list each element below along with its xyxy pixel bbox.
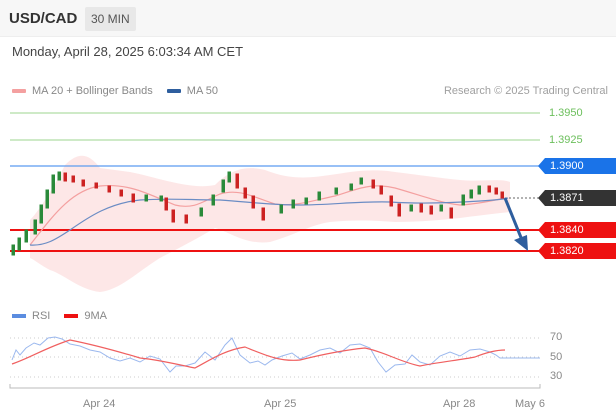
x-label-apr24: Apr 24 (83, 398, 116, 410)
x-label-apr28: Apr 28 (443, 398, 476, 410)
price-label-resistance-2: 1.3925 (549, 134, 583, 146)
price-label-resistance-1: 1.3950 (549, 107, 583, 119)
price-legend: MA 20 + Bollinger Bands MA 50 (12, 85, 232, 97)
legend-label: 9MA (84, 310, 107, 322)
legend-item-rsi: RSI (12, 310, 50, 322)
rsi-tick-30: 30 (550, 370, 563, 382)
legend-label: MA 20 + Bollinger Bands (32, 85, 153, 97)
rsi-legend: RSI 9MA (12, 310, 121, 322)
rsi-tick-50: 50 (550, 351, 563, 363)
candlesticks (11, 171, 504, 256)
legend-label: RSI (32, 310, 51, 322)
price-label-target-1: 1.3840 (538, 222, 616, 238)
copyright: Research © 2025 Trading Central (443, 85, 608, 97)
x-label-may6: May 6 (515, 398, 545, 410)
x-axis (9, 384, 541, 389)
price-label-pivot: 1.3900 (538, 158, 616, 174)
timeframe-badge[interactable]: 30 MIN (85, 7, 136, 31)
chart-header: USD/CAD 30 MIN (0, 0, 616, 37)
price-label-last: 1.3871 (538, 190, 616, 206)
rsi-swatch-icon (12, 314, 26, 318)
x-label-apr25: Apr 25 (264, 398, 297, 410)
bearish-arrow-icon (503, 197, 528, 251)
symbol-title: USD/CAD (9, 10, 78, 27)
legend-item-ma20: MA 20 + Bollinger Bands (12, 85, 153, 97)
legend-label: MA 50 (186, 85, 218, 97)
rsi-9ma-line (11, 339, 506, 369)
legend-item-ma50: MA 50 (166, 85, 218, 97)
9ma-swatch-icon (64, 314, 79, 318)
rsi-line (11, 336, 540, 373)
rsi-tick-70: 70 (550, 331, 563, 343)
legend-item-9ma: 9MA (64, 310, 107, 322)
ma20-swatch-icon (12, 89, 26, 93)
price-label-target-2: 1.3820 (538, 243, 616, 259)
bollinger-band (30, 155, 510, 292)
timestamp: Monday, April 28, 2025 6:03:34 AM CET (12, 44, 244, 59)
ma50-swatch-icon (166, 89, 181, 93)
